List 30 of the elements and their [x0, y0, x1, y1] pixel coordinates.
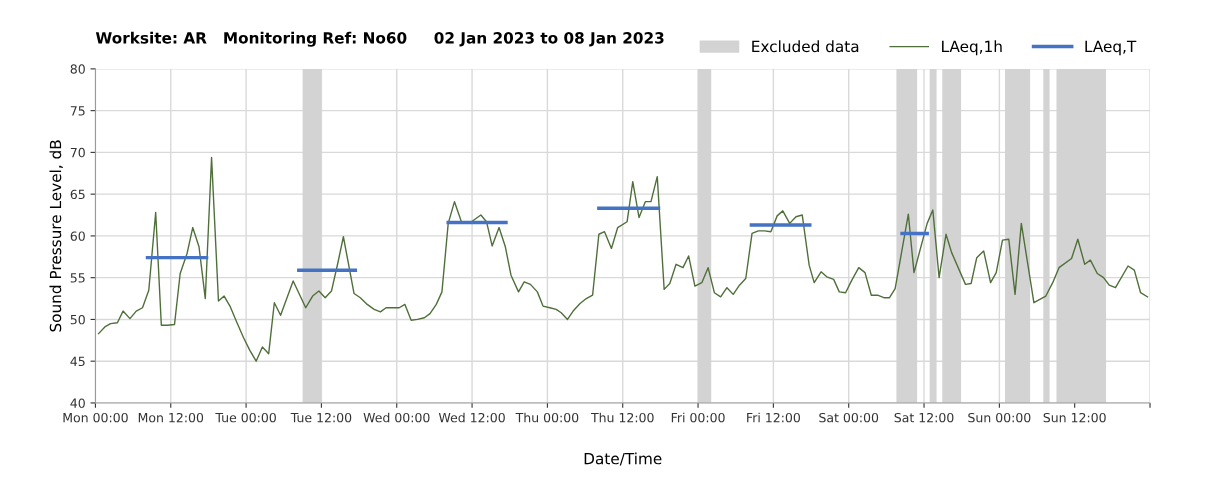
- y-tick-label: 60: [70, 231, 85, 241]
- y-tick-label: 80: [70, 64, 85, 74]
- x-tick-label: Mon 00:00: [63, 412, 128, 423]
- y-tick-label: 50: [70, 314, 85, 325]
- x-tick-label: Thu 00:00: [515, 412, 579, 423]
- x-axis-title: Date/Time: [584, 452, 662, 466]
- y-tick-label: 70: [70, 147, 85, 158]
- legend-label: LAeq,T: [1085, 40, 1137, 56]
- y-tick-label: 65: [70, 189, 85, 200]
- x-tick-label: Wed 00:00: [363, 412, 430, 423]
- legend-label: Excluded data: [752, 40, 859, 53]
- y-tick-label: 55: [70, 273, 85, 283]
- y-tick-label: 40: [70, 398, 85, 408]
- legend-label: LAeq,1h: [942, 40, 1002, 56]
- x-tick-label: Fri 00:00: [671, 412, 725, 423]
- chart-title: Worksite: AR Monitoring Ref: No60 02 Jan 2023 to 08 Jan 2023: [95, 31, 664, 47]
- x-tick-label: Wed 12:00: [438, 412, 505, 423]
- y-axis-title: Sound Pressure Level, dB: [49, 140, 63, 332]
- y-tick-label: 45: [70, 356, 85, 367]
- x-tick-label: Sat 12:00: [894, 412, 954, 423]
- x-tick-label: Sat 00:00: [819, 412, 879, 423]
- x-tick-label: Tue 12:00: [290, 412, 352, 423]
- x-tick-label: Sun 12:00: [1043, 412, 1106, 423]
- x-tick-label: Tue 00:00: [215, 412, 276, 423]
- y-tick-label: 75: [70, 106, 85, 116]
- x-tick-label: Mon 12:00: [138, 412, 204, 423]
- x-tick-label: Fri 12:00: [747, 412, 800, 423]
- line-series: [97, 156, 1149, 362]
- x-tick-label: Sun 00:00: [968, 412, 1031, 423]
- x-tick-label: Thu 12:00: [590, 412, 654, 423]
